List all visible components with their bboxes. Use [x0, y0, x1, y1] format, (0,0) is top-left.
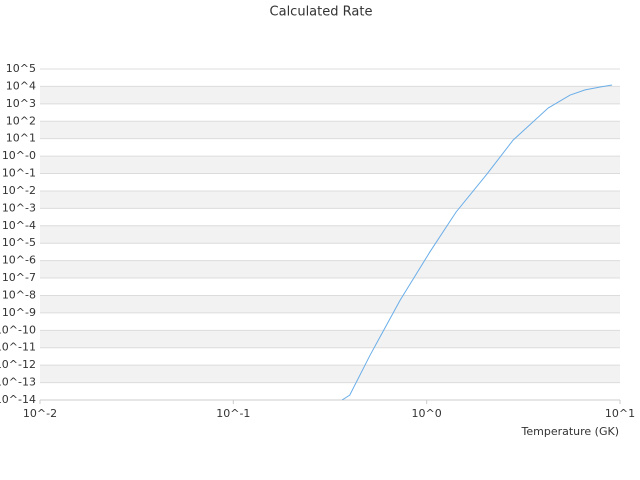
y-tick-label: 10^-11 — [0, 341, 36, 354]
x-tick-label: 10^-2 — [23, 407, 57, 420]
y-tick-label: 10^-5 — [2, 236, 36, 249]
grid-band — [40, 121, 620, 139]
y-tick-label: 10^-13 — [0, 376, 36, 389]
y-tick-label: 10^-8 — [2, 288, 36, 301]
y-tick-label: 10^-3 — [2, 201, 36, 214]
y-tick-label: 10^-7 — [2, 271, 36, 284]
y-tick-label: 10^-12 — [0, 358, 36, 371]
y-tick-label: 10^-9 — [2, 306, 36, 319]
grid-band — [40, 86, 620, 104]
y-tick-label: 10^2 — [6, 114, 36, 127]
y-tick-label: 10^5 — [6, 62, 36, 75]
y-tick-label: 10^-4 — [2, 219, 36, 232]
grid-band — [40, 365, 620, 383]
grid-band — [40, 260, 620, 279]
chart-title: Calculated Rate — [270, 5, 373, 20]
y-tick-label: 10^3 — [6, 97, 36, 110]
y-tick-label: 10^-6 — [2, 254, 36, 267]
grid-band — [40, 190, 620, 209]
y-tick-label: 10^-0 — [2, 149, 36, 162]
x-tick-label: 10^-1 — [216, 407, 250, 420]
x-tick-label: 10^0 — [412, 407, 442, 420]
grid-band — [40, 156, 620, 174]
y-tick-label: 10^-1 — [2, 167, 36, 180]
x-tick-label: 10^1 — [605, 407, 635, 420]
y-tick-label: 10^4 — [6, 79, 36, 92]
line-series — [341, 84, 613, 400]
y-tick-label: 10^-10 — [0, 323, 36, 336]
y-tick-label: 10^1 — [6, 132, 36, 145]
x-axis-title: Temperature (GK) — [521, 425, 620, 438]
y-tick-label: 10^-14 — [0, 393, 36, 406]
grid-band — [40, 330, 620, 348]
grid-band — [40, 295, 620, 313]
y-tick-label: 10^-2 — [2, 184, 36, 197]
grid-band — [40, 225, 620, 244]
